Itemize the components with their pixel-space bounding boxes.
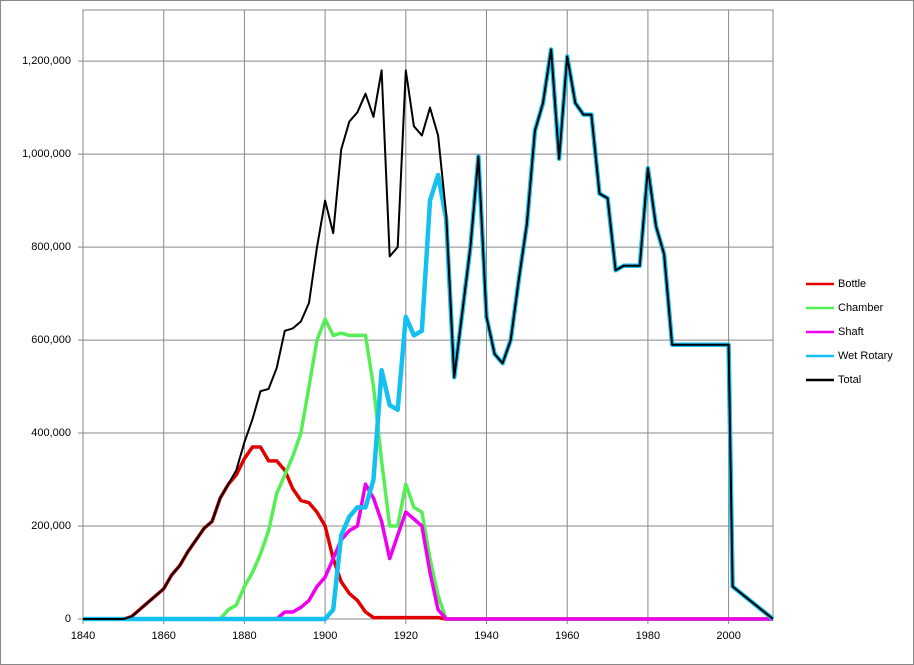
x-tick-label: 1960 <box>555 630 579 642</box>
x-tick-label: 1940 <box>474 630 498 642</box>
y-tick-label: 600,000 <box>31 334 71 346</box>
series-line <box>83 48 774 620</box>
x-tick-label: 1840 <box>71 630 95 642</box>
y-tick-label: 0 <box>65 613 71 625</box>
legend-label: Wet Rotary <box>838 350 893 362</box>
x-tick-label: 1920 <box>394 630 418 642</box>
legend-label: Shaft <box>838 326 864 338</box>
y-tick-label: 400,000 <box>31 427 71 439</box>
y-tick-label: 200,000 <box>31 520 71 532</box>
x-tick-label: 1980 <box>636 630 660 642</box>
x-tick-label: 1880 <box>232 630 256 642</box>
y-tick-label: 1,000,000 <box>22 148 71 160</box>
x-tick-label: 1860 <box>151 630 175 642</box>
legend-label: Chamber <box>838 302 884 314</box>
x-tick-label: 1900 <box>313 630 337 642</box>
y-tick-label: 1,200,000 <box>22 55 71 67</box>
legend-label: Total <box>838 374 861 386</box>
y-tick-label: 800,000 <box>31 241 71 253</box>
x-tick-label: 2000 <box>716 630 740 642</box>
legend-label: Bottle <box>838 278 866 290</box>
